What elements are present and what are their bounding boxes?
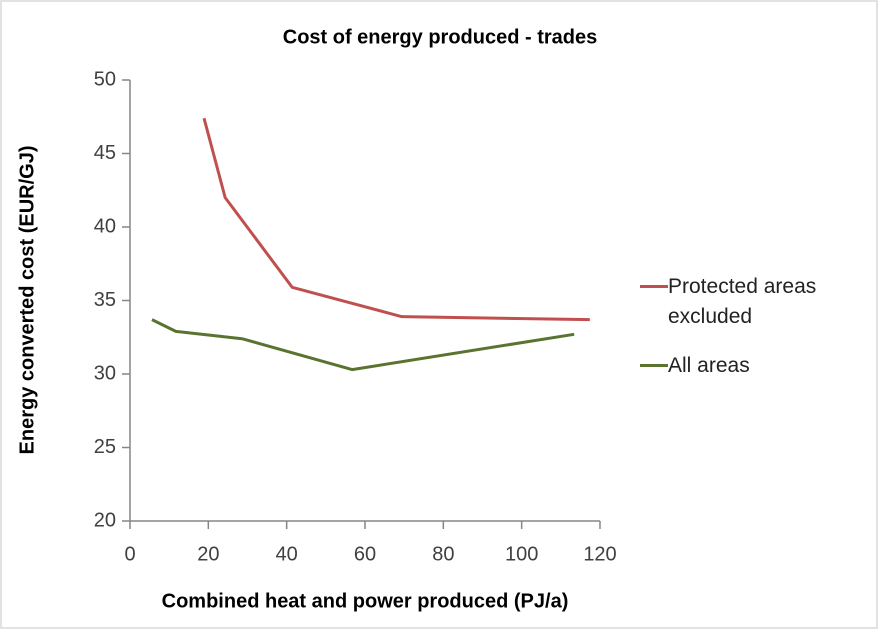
legend-swatch bbox=[640, 285, 668, 288]
legend-item: Protected areas excluded bbox=[640, 272, 878, 332]
x-tick-label: 20 bbox=[197, 543, 219, 565]
x-tick-label: 60 bbox=[354, 543, 376, 565]
x-tick-label: 40 bbox=[276, 543, 298, 565]
x-tick-label: 100 bbox=[505, 543, 538, 565]
y-tick-label: 50 bbox=[94, 68, 116, 90]
y-tick-label: 40 bbox=[94, 215, 116, 237]
x-axis-label: Combined heat and power produced (PJ/a) bbox=[162, 590, 569, 612]
y-tick-label: 25 bbox=[94, 436, 116, 458]
legend-item: All areas bbox=[640, 351, 878, 381]
legend-label: Protected areas excluded bbox=[668, 275, 817, 328]
legend-swatch bbox=[640, 364, 668, 367]
series-line bbox=[151, 318, 575, 372]
y-axis-label: Energy converted cost (EUR/GJ) bbox=[16, 146, 38, 455]
y-tick-label: 35 bbox=[94, 289, 116, 311]
legend-label: All areas bbox=[668, 354, 750, 377]
x-tick-label: 80 bbox=[432, 543, 454, 565]
y-tick-label: 20 bbox=[94, 509, 116, 531]
x-tick-label: 120 bbox=[583, 543, 616, 565]
series-line bbox=[202, 117, 590, 322]
y-tick-label: 45 bbox=[94, 142, 116, 164]
x-tick-label: 0 bbox=[124, 543, 135, 565]
y-tick-label: 30 bbox=[94, 362, 116, 384]
chart-title: Cost of energy produced - trades bbox=[283, 26, 598, 48]
